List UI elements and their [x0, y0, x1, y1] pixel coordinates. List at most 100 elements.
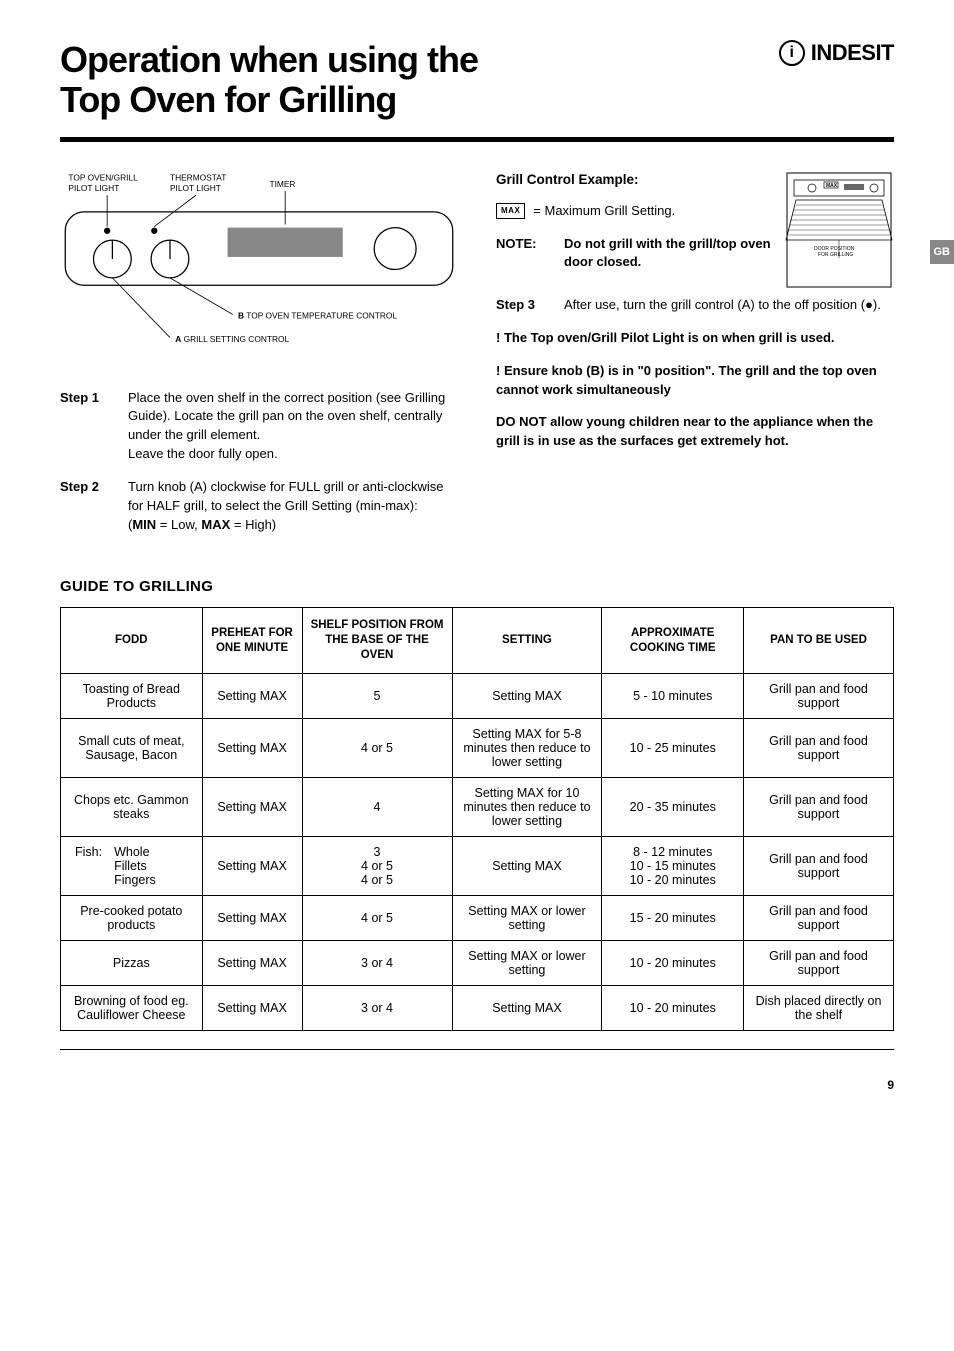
oven-svg: MAX DOOR POSITION FOR GRILLING [784, 170, 894, 290]
table-cell: 5 [302, 674, 452, 719]
table-row: Small cuts of meat, Sausage, BaconSettin… [61, 719, 894, 778]
table-cell: Grill pan and food support [744, 674, 894, 719]
table-cell: 4 or 5 [302, 719, 452, 778]
diag-label-a: A GRILL SETTING CONTROL [175, 334, 289, 344]
table-cell: Pre-cooked potato products [61, 896, 203, 941]
table-cell: Grill pan and food support [744, 896, 894, 941]
table-cell: 8 - 12 minutes 10 - 15 minutes 10 - 20 m… [602, 837, 744, 896]
warning-knob-b: ! Ensure knob (B) is in "0 position". Th… [496, 362, 894, 400]
table-cell: Setting MAX [202, 986, 302, 1031]
table-cell: Fish:Whole Fillets Fingers [61, 837, 203, 896]
step-2-post: = High) [230, 517, 276, 532]
page-number: 9 [60, 1078, 894, 1092]
divider-thick [60, 137, 894, 142]
table-header: APPROXIMATE COOKING TIME [602, 608, 744, 674]
table-cell: Grill pan and food support [744, 941, 894, 986]
control-panel-diagram: TOP OVEN/GRILLPILOT LIGHT THERMOSTATPILO… [60, 170, 458, 364]
table-row: Pre-cooked potato productsSetting MAX4 o… [61, 896, 894, 941]
table-cell: 4 [302, 778, 452, 837]
table-cell: Setting MAX [202, 941, 302, 986]
step-3: Step 3 After use, turn the grill control… [496, 296, 894, 315]
step-2-mid: = Low, [156, 517, 201, 532]
table-cell: 10 - 20 minutes [602, 986, 744, 1031]
table-cell: 3 or 4 [302, 941, 452, 986]
max-setting-row: MAX = Maximum Grill Setting. [496, 202, 772, 221]
table-cell: 3 or 4 [302, 986, 452, 1031]
step-1-label: Step 1 [60, 389, 114, 464]
step-2-label: Step 2 [60, 478, 114, 535]
table-cell: Setting MAX or lower setting [452, 896, 602, 941]
guide-heading: GUIDE TO GRILLING [60, 578, 894, 595]
max-icon: MAX [496, 203, 525, 219]
diag-label-b: B TOP OVEN TEMPERATURE CONTROL [238, 311, 397, 321]
footer-rule [60, 1049, 894, 1050]
brand-icon: i [779, 40, 805, 66]
step-2: Step 2 Turn knob (A) clockwise for FULL … [60, 478, 458, 535]
step-2-max: MAX [201, 517, 230, 532]
table-cell: 10 - 20 minutes [602, 941, 744, 986]
step-1-text: Place the oven shelf in the correct posi… [128, 389, 458, 464]
panel-svg: TOP OVEN/GRILLPILOT LIGHT THERMOSTATPILO… [60, 170, 458, 359]
table-cell: Setting MAX [202, 674, 302, 719]
step-3-text: After use, turn the grill control (A) to… [564, 296, 894, 315]
diag-label-pilot: TOP OVEN/GRILLPILOT LIGHT [68, 173, 138, 193]
table-row: Fish:Whole Fillets FingersSetting MAX3 4… [61, 837, 894, 896]
title-line-2: Top Oven for Grilling [60, 79, 396, 120]
oven-illustration: MAX DOOR POSITION FOR GRILLING [784, 170, 894, 296]
table-cell: Dish placed directly on the shelf [744, 986, 894, 1031]
table-cell: Setting MAX for 5-8 minutes then reduce … [452, 719, 602, 778]
table-cell: 3 4 or 5 4 or 5 [302, 837, 452, 896]
table-cell: Setting MAX [452, 837, 602, 896]
step-2-text: Turn knob (A) clockwise for FULL grill o… [128, 478, 458, 535]
diag-label-timer: TIMER [269, 179, 295, 189]
table-cell: 20 - 35 minutes [602, 778, 744, 837]
table-cell: Setting MAX [202, 778, 302, 837]
table-cell: Setting MAX or lower setting [452, 941, 602, 986]
table-cell: Toasting of Bread Products [61, 674, 203, 719]
table-cell: Setting MAX [202, 837, 302, 896]
table-cell: Setting MAX for 10 minutes then reduce t… [452, 778, 602, 837]
table-cell: 4 or 5 [302, 896, 452, 941]
warning-children: DO NOT allow young children near to the … [496, 413, 894, 451]
table-cell: Small cuts of meat, Sausage, Bacon [61, 719, 203, 778]
right-column: Grill Control Example: MAX = Maximum Gri… [496, 170, 894, 548]
note-row: NOTE: Do not grill with the grill/top ov… [496, 235, 772, 273]
max-text: = Maximum Grill Setting. [533, 202, 675, 221]
table-cell: Grill pan and food support [744, 837, 894, 896]
left-column: TOP OVEN/GRILLPILOT LIGHT THERMOSTATPILO… [60, 170, 458, 548]
language-tab: GB [930, 240, 954, 264]
svg-text:FOR GRILLING: FOR GRILLING [818, 252, 853, 258]
table-header: PAN TO BE USED [744, 608, 894, 674]
table-cell: Chops etc. Gammon steaks [61, 778, 203, 837]
table-cell: Setting MAX [452, 674, 602, 719]
table-row: Browning of food eg. Cauliflower CheeseS… [61, 986, 894, 1031]
note-text: Do not grill with the grill/top oven doo… [564, 235, 772, 273]
table-cell: 15 - 20 minutes [602, 896, 744, 941]
table-cell: 10 - 25 minutes [602, 719, 744, 778]
table-cell: Pizzas [61, 941, 203, 986]
step-1: Step 1 Place the oven shelf in the corre… [60, 389, 458, 464]
svg-text:MAX: MAX [826, 183, 838, 189]
table-cell: Grill pan and food support [744, 719, 894, 778]
step-3-label: Step 3 [496, 296, 550, 315]
step-2-min: MIN [132, 517, 156, 532]
grill-example-heading: Grill Control Example: [496, 170, 772, 190]
title-line-1: Operation when using the [60, 39, 478, 80]
table-header: SETTING [452, 608, 602, 674]
table-cell: Setting MAX [452, 986, 602, 1031]
table-cell: Setting MAX [202, 896, 302, 941]
table-header: SHELF POSITION FROM THE BASE OF THE OVEN [302, 608, 452, 674]
table-cell: Browning of food eg. Cauliflower Cheese [61, 986, 203, 1031]
table-header: FODD [61, 608, 203, 674]
table-row: Toasting of Bread ProductsSetting MAX5Se… [61, 674, 894, 719]
grilling-guide-table: FODDPREHEAT FOR ONE MINUTESHELF POSITION… [60, 607, 894, 1031]
table-row: Chops etc. Gammon steaksSetting MAX4Sett… [61, 778, 894, 837]
table-cell: 5 - 10 minutes [602, 674, 744, 719]
brand-name: INDESIT [811, 40, 894, 66]
page-title: Operation when using the Top Oven for Gr… [60, 40, 478, 119]
warning-pilot: ! The Top oven/Grill Pilot Light is on w… [496, 329, 894, 348]
table-cell: Grill pan and food support [744, 778, 894, 837]
table-cell: Setting MAX [202, 719, 302, 778]
note-label: NOTE: [496, 235, 550, 273]
table-row: PizzasSetting MAX3 or 4Setting MAX or lo… [61, 941, 894, 986]
